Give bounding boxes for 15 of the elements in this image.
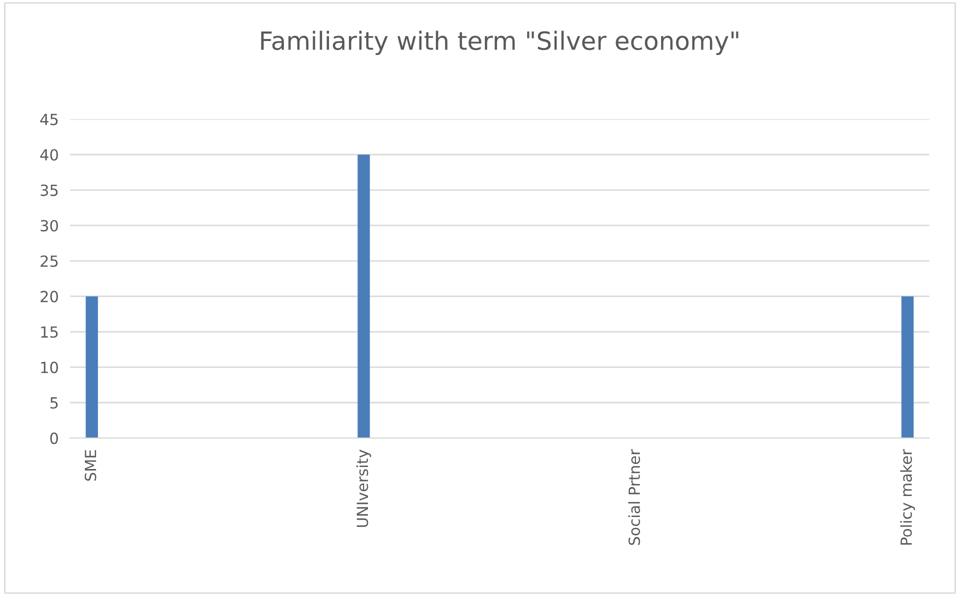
x-tick-label: SME (84, 450, 96, 481)
y-tick-label: 0 (50, 432, 58, 444)
y-tick-label: 35 (40, 184, 58, 196)
y-tick-label: 25 (40, 255, 58, 267)
x-tick-label: Social Prtner (628, 449, 640, 545)
y-tick-label: 5 (50, 397, 58, 409)
y-tick-label: 10 (41, 362, 58, 374)
y-tick-label: 40 (40, 149, 58, 161)
x-tick-label: UNIversity (356, 450, 372, 527)
y-tick-label: 45 (40, 114, 58, 126)
y-tick-label: 15 (41, 326, 58, 338)
y-tick-label: 20 (40, 290, 58, 302)
y-tick-label: 30 (40, 220, 58, 232)
chart-title: Familiarity with term "Silver economy" (261, 30, 738, 55)
x-tick-label: Policy maker (900, 449, 915, 545)
